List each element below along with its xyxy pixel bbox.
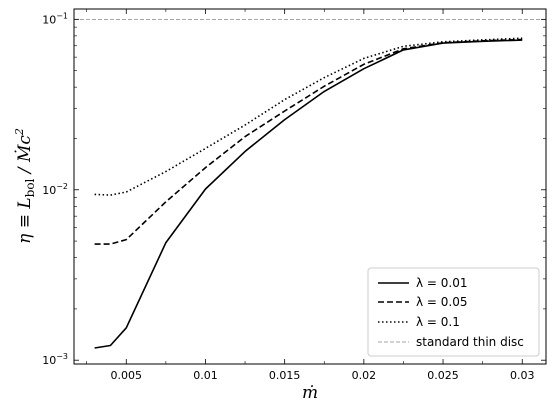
x-tick-label: 0.015: [269, 369, 301, 382]
series-lines: [94, 37, 523, 349]
legend-box: [367, 267, 540, 357]
legend-label-lambda-005: λ = 0.05: [416, 295, 468, 309]
y-axis-label-subscript: bol: [23, 178, 37, 197]
axis-ticks: [74, 9, 546, 364]
y-tick-label-exponent: −2: [56, 182, 68, 191]
x-tick-label: 0.025: [427, 369, 459, 382]
x-axis-label: ṁ: [302, 383, 318, 403]
series-line-1: [94, 38, 523, 245]
x-tick-label: 0.02: [352, 369, 377, 382]
plot-frame: [73, 8, 547, 365]
y-axis-label-superscript: 2: [13, 128, 26, 136]
y-axis-label: η ≡ Lbol / Ṁc2: [13, 128, 37, 244]
legend-label-lambda-001: λ = 0.01: [416, 276, 468, 290]
y-tick-label: 10−2: [42, 182, 68, 197]
legend-label-thin-disc: standard thin disc: [416, 335, 524, 349]
y-tick-label-exponent: −1: [56, 11, 68, 20]
y-tick-label: 10−1: [42, 11, 68, 26]
x-tick-label: 0.005: [111, 369, 143, 382]
y-tick-label: 10−3: [42, 352, 68, 367]
y-tick-label-exponent: −3: [56, 352, 68, 361]
series-line-0: [94, 39, 523, 349]
x-tick-label: 0.03: [510, 369, 535, 382]
legend: λ = 0.01 λ = 0.05 λ = 0.1 standard thin …: [367, 267, 540, 357]
y-tick-label-base: 10: [42, 354, 56, 367]
series-line-2: [94, 37, 523, 196]
y-tick-label-base: 10: [42, 13, 56, 26]
legend-label-lambda-01: λ = 0.1: [416, 315, 460, 329]
y-axis-label-rest: / Ṁc: [14, 135, 35, 179]
y-tick-label-base: 10: [42, 184, 56, 197]
y-axis-label-main: η ≡ L: [15, 197, 35, 244]
x-tick-label: 0.01: [193, 369, 218, 382]
